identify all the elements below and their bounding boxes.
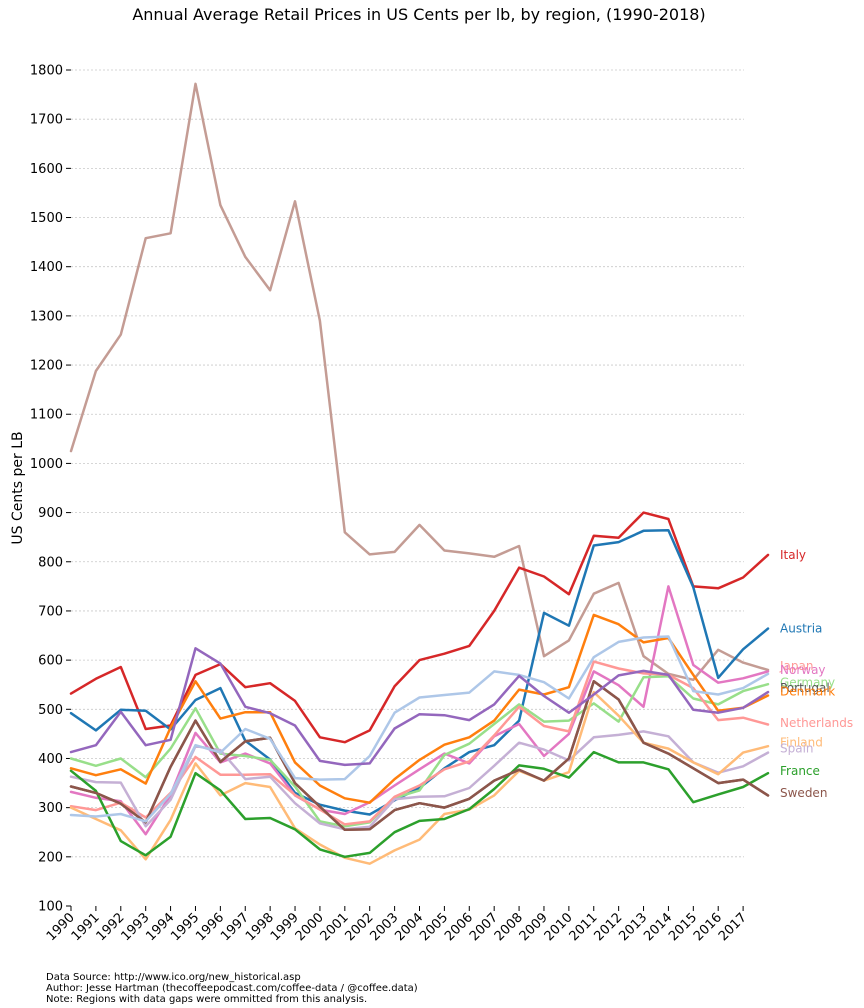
y-tick-label: 1300 — [30, 309, 63, 324]
y-tick-label: 200 — [38, 850, 63, 865]
series-line — [69, 647, 770, 767]
y-axis-ticks: 100 200 300 400 500 600 700 800 900 1000 1100 1200 1… — [30, 64, 71, 915]
series-label: Japan — [779, 659, 813, 673]
series-line — [69, 635, 770, 823]
x-tick-label: 2016 — [691, 910, 725, 944]
x-tick-label: 2001 — [318, 910, 352, 944]
x-tick-label: 1999 — [268, 910, 302, 944]
y-axis-label: US Cents per LB — [10, 431, 26, 544]
x-tick-label: 1994 — [143, 910, 177, 944]
series-label: Portugal — [780, 681, 830, 695]
series-label: Norway — [780, 663, 826, 677]
x-tick-label: 1995 — [168, 910, 202, 944]
x-tick-label: 1998 — [243, 910, 277, 944]
x-tick-label: 1990 — [44, 910, 78, 944]
series-line — [69, 613, 770, 804]
series-line — [69, 660, 770, 826]
series-label: Germany — [780, 676, 835, 690]
y-tick-label: 1400 — [30, 260, 63, 275]
x-tick-label: 1996 — [193, 910, 227, 944]
x-tick-label: 2013 — [616, 910, 650, 944]
data-source-note: Data Source: http://www.ico.org/new_hist… — [46, 972, 301, 983]
series-lines — [69, 82, 770, 865]
series-line — [69, 690, 770, 865]
gaps-note: Note: Regions with data gaps were ommitt… — [46, 994, 368, 1005]
x-tick-label: 2007 — [467, 910, 501, 944]
x-tick-label: 2002 — [343, 910, 377, 944]
series-line — [69, 750, 770, 859]
y-tick-label: 600 — [38, 654, 63, 669]
series-label: Finland — [780, 736, 823, 750]
series-label: Sweden — [780, 786, 827, 800]
y-tick-label: 1600 — [30, 162, 63, 177]
y-tick-label: 400 — [38, 752, 63, 767]
x-tick-label: 2009 — [517, 910, 551, 944]
y-tick-label: 900 — [38, 506, 63, 521]
y-tick-label: 1100 — [30, 408, 63, 423]
series-line — [69, 585, 770, 836]
x-tick-label: 2003 — [367, 910, 401, 944]
y-tick-label: 800 — [38, 555, 63, 570]
x-tick-label: 2015 — [666, 910, 700, 944]
series-label: Spain — [780, 742, 814, 756]
x-tick-label: 2014 — [641, 910, 675, 944]
series-line — [69, 680, 770, 832]
x-tick-label: 2010 — [542, 910, 576, 944]
x-tick-label: 1991 — [69, 910, 103, 944]
x-tick-label: 2000 — [293, 910, 327, 944]
x-tick-label: 2004 — [392, 910, 426, 944]
series-label: Netherlands — [780, 716, 853, 730]
series-line — [69, 511, 770, 744]
x-tick-label: 2008 — [492, 910, 526, 944]
x-tick-label: 1997 — [218, 910, 252, 944]
x-axis-ticks: 1990199119921993199419951996199719981999… — [44, 906, 750, 944]
author-note: Author: Jesse Hartman (thecoffeepodcast.… — [46, 983, 418, 994]
y-tick-label: 700 — [38, 604, 63, 619]
x-tick-label: 2012 — [591, 910, 625, 944]
x-tick-label: 2006 — [442, 910, 476, 944]
series-line — [69, 529, 770, 816]
y-tick-label: 500 — [38, 703, 63, 718]
y-tick-label: 1200 — [30, 359, 63, 374]
chart-title: Annual Average Retail Prices in US Cents… — [132, 5, 705, 24]
y-tick-label: 1000 — [30, 457, 63, 472]
x-tick-label: 1993 — [118, 910, 152, 944]
y-tick-label: 1800 — [30, 64, 63, 79]
series-line — [69, 82, 770, 682]
series-line — [69, 675, 770, 828]
x-tick-label: 2011 — [567, 910, 601, 944]
y-tick-label: 300 — [38, 801, 63, 816]
y-tick-label: 100 — [38, 900, 63, 915]
x-tick-label: 2005 — [417, 910, 451, 944]
series-label: Italy — [780, 548, 806, 562]
x-tick-label: 2017 — [716, 910, 750, 944]
x-tick-label: 1992 — [94, 910, 128, 944]
series-label: Austria — [780, 622, 822, 636]
series-label: Denmark — [780, 685, 835, 699]
series-label: France — [780, 764, 820, 778]
y-tick-label: 1500 — [30, 211, 63, 226]
y-tick-label: 1700 — [30, 113, 63, 128]
series-labels: Italy Austria JapanNorwayGermanyPortugalDe… — [779, 548, 853, 800]
gridlines — [71, 69, 744, 858]
